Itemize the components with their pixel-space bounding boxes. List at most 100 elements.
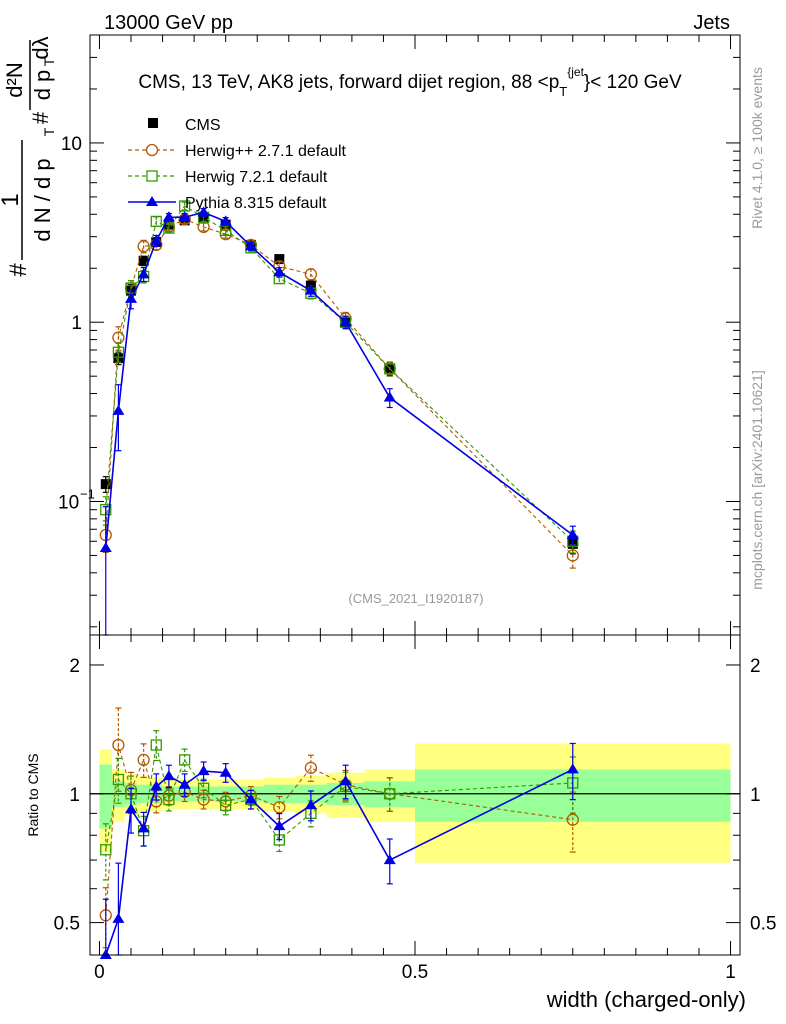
main-point-cms	[198, 213, 209, 224]
ylabel-frac2-den: d p	[30, 70, 55, 101]
ratio-ytick-label-left: 2	[69, 656, 80, 677]
ratio-ytick-label-left: 1	[69, 785, 80, 806]
ratio-point-herwig7	[100, 844, 112, 856]
main-point-pythia	[304, 284, 317, 295]
main-point-cms	[113, 353, 124, 364]
main-point-herwigpp	[304, 268, 318, 281]
legend-marker-herwig7	[146, 170, 158, 182]
ylabel-sub-1: T	[41, 127, 57, 136]
main-point-pythia	[273, 266, 286, 277]
ratio-marks	[99, 707, 579, 959]
main-point-pythia	[566, 529, 579, 540]
main-line-pythia	[104, 211, 574, 549]
main-point-cms	[274, 254, 285, 265]
main-point-pythia	[112, 404, 125, 415]
ylabel-frac1-num: 1	[0, 193, 24, 206]
ratio-point-pythia	[219, 766, 232, 777]
main-point-herwig7	[112, 346, 125, 358]
main-ytick-label: 10	[58, 492, 79, 513]
ylabel-hash-1: #	[5, 263, 32, 277]
legend-label-pythia: Pythia 8.315 default	[185, 195, 327, 212]
ratio-bands	[90, 743, 740, 863]
ratio-band-inner	[99, 764, 113, 829]
main-point-pythia	[178, 211, 191, 222]
main-marks	[99, 200, 579, 636]
legend-entry-cms: CMS	[148, 117, 221, 134]
legend-label-herwigpp: Herwig++ 2.7.1 default	[185, 143, 347, 160]
ratio-point-herwigpp	[137, 753, 150, 767]
main-point-pythia	[244, 240, 257, 251]
main-line-herwig7	[105, 205, 574, 542]
main-point-herwig7	[384, 363, 396, 375]
ratio-point-herwig7	[220, 799, 232, 811]
ratio-point-pythia	[137, 822, 150, 833]
ratio-panel: 0 0.5 1 0.5 0.5 1 1 2 2 Ratio to CMS width (char…	[25, 634, 776, 1012]
ratio-point-pythia	[339, 775, 352, 786]
legend: CMS Herwig++ 2.7.1 default Herwig 7.2.1 …	[128, 117, 347, 212]
main-series-herwigpp	[99, 213, 579, 569]
ratio-ylabel: Ratio to CMS	[25, 753, 41, 836]
legend-marker-herwigpp	[145, 143, 159, 157]
ratio-point-pythia	[273, 820, 286, 831]
main-point-herwigpp	[137, 240, 150, 253]
xtick-label: 1	[725, 962, 736, 983]
main-series-cms	[100, 213, 578, 555]
ylabel-frac2-num: d²N	[2, 62, 27, 97]
ratio-point-herwigpp	[273, 801, 286, 814]
main-ytick-label: 1	[71, 313, 82, 334]
rivet-label: Rivet 4.1.0, ≥ 100k events	[749, 67, 765, 229]
ratio-point-pythia	[566, 763, 579, 774]
ratio-point-herwig7	[150, 739, 162, 751]
ratio-point-pythia	[244, 793, 257, 804]
main-title: CMS, 13 TeV, AK8 jets, forward dijet reg…	[138, 65, 682, 99]
ylabel-hash-2: #	[28, 111, 53, 124]
main-point-pythia	[137, 268, 150, 279]
ratio-ytick-label-right: 0.5	[750, 914, 776, 935]
main-point-pythia	[99, 542, 112, 553]
ratio-point-herwigpp	[304, 761, 318, 774]
ratio-ytick-label-right: 2	[750, 656, 761, 677]
main-point-pythia	[339, 316, 352, 327]
x-axis-title: width (charged-only)	[546, 987, 746, 1012]
ylabel-frac2-den2: dλ	[28, 36, 53, 59]
ratio-point-herwig7	[163, 793, 175, 806]
main-ytick-label: 10	[61, 134, 82, 155]
main-point-pythia	[219, 215, 232, 226]
main-point-herwig7	[179, 200, 191, 212]
main-point-pythia	[125, 292, 138, 303]
main-point-pythia	[197, 206, 210, 217]
header-left: 13000 GeV pp	[104, 12, 233, 34]
ratio-ticks: 0 0.5 1 0.5 0.5 1 1 2 2	[54, 635, 776, 983]
mcplots-label: mcplots.cern.ch [arXiv:2401.10621]	[749, 370, 765, 589]
ratio-point-herwigpp	[112, 738, 125, 752]
main-point-herwigpp	[566, 549, 579, 562]
ratio-point-herwigpp	[197, 793, 210, 806]
legend-marker-pythia	[146, 196, 158, 206]
main-point-pythia	[383, 391, 396, 402]
ratio-point-pythia	[162, 770, 175, 781]
ratio-point-herwigpp	[566, 813, 579, 826]
ratio-point-pythia	[178, 778, 191, 789]
watermark: (CMS_2021_I1920187)	[348, 591, 483, 606]
main-series-herwig7	[100, 200, 579, 554]
main-ytick-label-exp: −1	[80, 486, 95, 501]
main-point-cms	[138, 255, 149, 266]
main-line-herwigpp	[105, 218, 574, 556]
header-right: Jets	[693, 12, 730, 34]
ratio-ytick-label-left: 0.5	[54, 914, 80, 935]
main-point-cms	[100, 479, 111, 490]
ylabel-frac1-den: d N / d p	[30, 158, 55, 241]
ratio-point-herwig7	[197, 782, 210, 794]
ratio-point-pythia	[99, 949, 112, 959]
legend-label-herwig7: Herwig 7.2.1 default	[185, 169, 328, 186]
legend-entry-pythia: Pythia 8.315 default	[128, 195, 327, 212]
ylabel-sub-2: T	[41, 57, 57, 66]
ratio-point-herwig7	[112, 773, 125, 786]
legend-label-cms: CMS	[185, 117, 221, 134]
ratio-point-pythia	[112, 912, 125, 923]
xtick-label: 0	[94, 962, 105, 983]
ratio-point-pythia	[197, 765, 210, 776]
